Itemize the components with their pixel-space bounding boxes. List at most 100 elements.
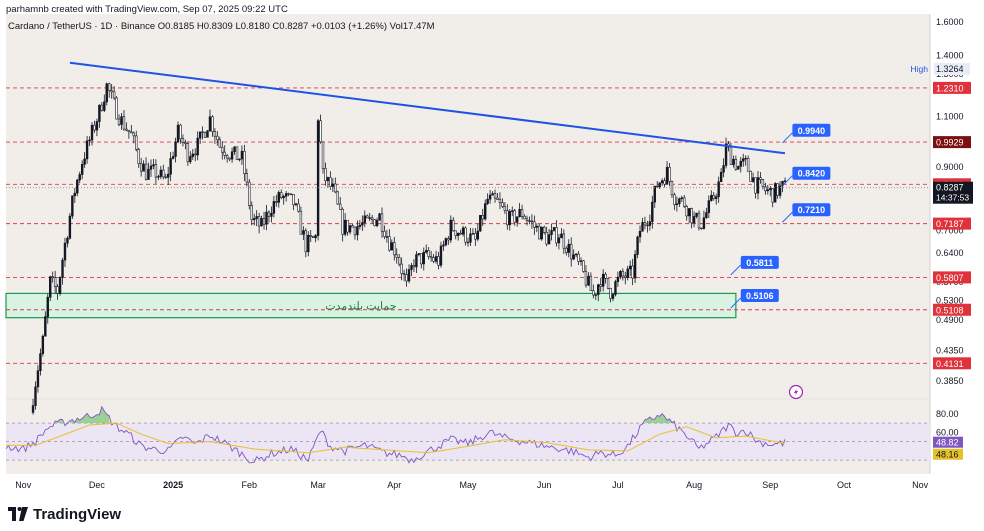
candle-body — [619, 271, 622, 278]
candle-body — [304, 230, 308, 253]
candle-body — [641, 222, 644, 232]
candle-body — [746, 157, 750, 172]
candle-body — [36, 370, 40, 388]
candle-body — [405, 274, 408, 282]
candle-body — [393, 242, 396, 256]
candle-body — [218, 139, 221, 148]
candle-body — [85, 140, 89, 160]
candle-body — [601, 273, 605, 287]
candles[interactable] — [31, 82, 787, 415]
time-tick-label: May — [459, 480, 477, 490]
candle-body — [555, 227, 558, 244]
time-tick-label: Oct — [837, 480, 852, 490]
level-price-label: 0.5108 — [936, 305, 964, 315]
candle-body — [341, 209, 344, 235]
candle-body — [321, 141, 325, 169]
candle-body — [368, 217, 371, 219]
callout-box[interactable] — [792, 123, 831, 137]
time-tick-label: Apr — [387, 480, 401, 490]
candle-body — [63, 242, 67, 261]
candle-body — [275, 201, 278, 203]
rsi-ma-value: 48.16 — [936, 450, 959, 460]
candle-body — [147, 168, 150, 180]
rsi-line[interactable] — [5, 405, 786, 464]
candle-body — [653, 185, 656, 203]
price-tick-label: 0.4350 — [936, 345, 964, 355]
candle-body — [680, 197, 683, 200]
candle-body — [422, 251, 425, 265]
level-price-box — [933, 303, 971, 316]
candle-body — [240, 150, 244, 160]
candle-body — [68, 215, 72, 239]
candle-body — [673, 194, 676, 206]
candle-body — [481, 214, 484, 220]
candle-body — [400, 263, 403, 274]
price-pane[interactable] — [6, 14, 930, 398]
candle-body — [56, 286, 59, 294]
callout-box[interactable] — [740, 255, 779, 269]
candle-body — [560, 233, 563, 239]
candle-body — [771, 188, 774, 203]
candle-body — [41, 335, 45, 354]
candle-body — [319, 120, 322, 143]
candle-body — [311, 236, 315, 239]
candle-body — [363, 215, 366, 223]
candle-body — [749, 170, 752, 182]
level-price-box — [933, 81, 971, 94]
candle-body — [437, 256, 440, 266]
candle-body — [687, 208, 691, 217]
candle-body — [616, 276, 620, 282]
callout-box[interactable] — [792, 203, 831, 217]
time-axis[interactable]: Nov Dec 2025 Feb Mar Apr May Jun Jul Aug Sep Oct Nov — [15, 480, 928, 490]
candle-body — [125, 128, 128, 131]
candle-body — [76, 179, 79, 194]
price-tick-label: 0.4900 — [936, 315, 964, 325]
candle-body — [540, 226, 543, 240]
candle-body — [707, 200, 711, 213]
candle-body — [574, 253, 578, 256]
rsi-tick-label: 80.00 — [936, 409, 959, 419]
candle-body — [316, 120, 320, 236]
candle-body — [115, 97, 118, 120]
candle-body — [493, 193, 497, 199]
candle-body — [456, 232, 460, 237]
candle-body — [407, 269, 411, 282]
callout-box[interactable] — [792, 166, 831, 180]
candle-body — [420, 253, 423, 265]
candle-body — [267, 211, 271, 217]
candle-body — [572, 254, 575, 260]
candle-body — [402, 273, 406, 275]
candle-body — [511, 210, 514, 212]
candle-body — [80, 164, 84, 175]
candle-body — [732, 158, 735, 165]
last-price-box — [933, 181, 973, 204]
trendline[interactable] — [69, 61, 786, 155]
candle-body — [425, 250, 428, 253]
candle-body — [614, 281, 617, 295]
candle-body — [201, 131, 204, 133]
candle-body — [388, 236, 391, 251]
candle-body — [491, 193, 494, 196]
brand: TradingView — [8, 502, 121, 526]
time-tick-label: Nov — [15, 480, 32, 490]
candle-body — [609, 287, 612, 299]
candle-body — [545, 232, 548, 245]
time-tick-label: Dec — [89, 480, 106, 490]
chart-legend: Cardano / TetherUS · 1D · Binance O0.818… — [8, 21, 435, 32]
candle-body — [515, 216, 519, 223]
time-tick-label: Jun — [537, 480, 552, 490]
support-zone[interactable] — [5, 292, 737, 319]
time-tick-label: Mar — [310, 480, 326, 490]
candle-body — [46, 296, 49, 317]
candle-body — [528, 220, 531, 222]
candle-body — [663, 180, 666, 185]
candle-body — [331, 183, 335, 187]
callout-label: 0.9940 — [798, 126, 826, 136]
rsi-ma-line[interactable] — [6, 422, 786, 454]
candle-body — [302, 230, 305, 235]
candle-body — [329, 177, 332, 187]
candle-body — [651, 201, 654, 222]
candle-body — [668, 166, 671, 182]
callout-box[interactable] — [740, 289, 779, 303]
